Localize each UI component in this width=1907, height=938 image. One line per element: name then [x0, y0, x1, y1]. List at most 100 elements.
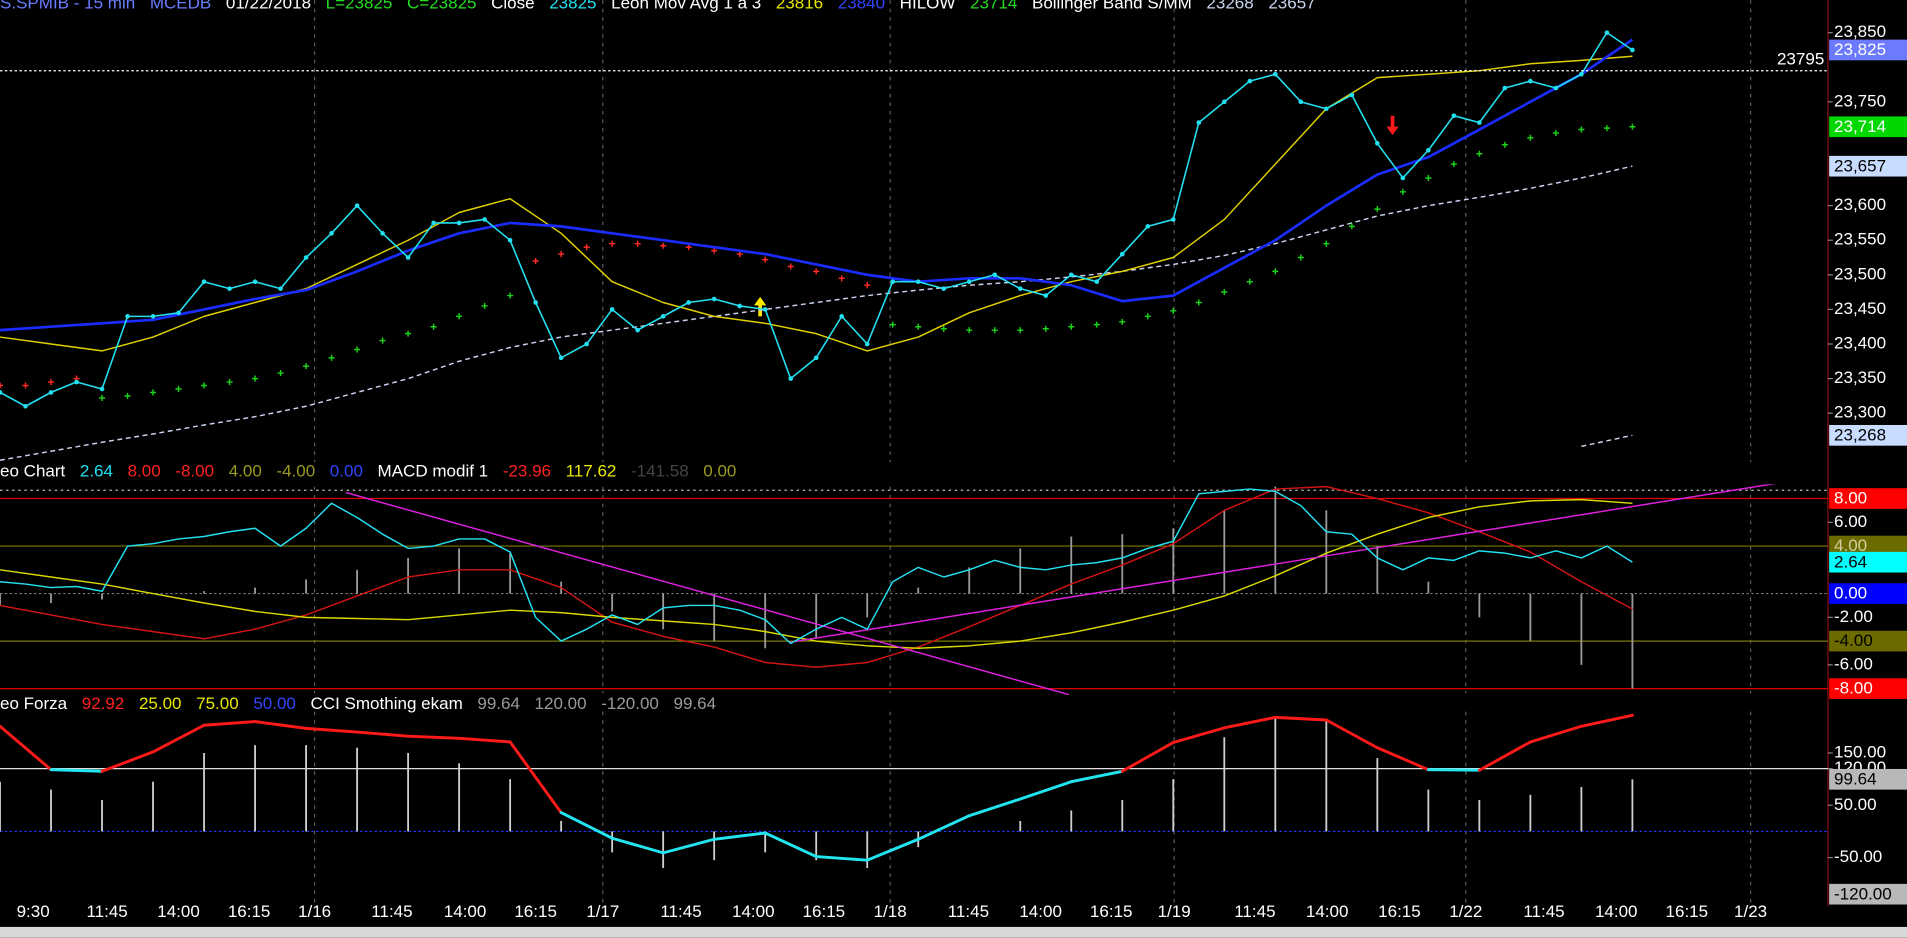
value-badge [1829, 488, 1907, 509]
hilow-marker [328, 354, 335, 361]
cci-segment [304, 726, 359, 734]
hilow-marker [175, 385, 182, 393]
series-line [1581, 434, 1633, 448]
hilow-marker [1629, 123, 1636, 130]
buy-arrow [754, 296, 767, 317]
value-badge-label: 0.00 [1834, 584, 1867, 603]
hilow-marker [149, 389, 157, 396]
legend-text: 4.00 [229, 462, 262, 481]
value-badge [1829, 630, 1907, 652]
cci-segment [355, 730, 410, 738]
close-point [864, 341, 870, 347]
cci-segment [508, 740, 563, 815]
hilow-marker [1323, 240, 1330, 247]
close-point [303, 255, 309, 260]
value-badge [1829, 424, 1907, 446]
close-point [813, 355, 819, 361]
legend-text: Leon Mov Avg 1 a 3 [611, 0, 761, 12]
x-tick-label: 1/19 [1158, 902, 1191, 921]
legend-text: Close [491, 0, 535, 12]
hilow-marker [1093, 321, 1100, 328]
legend-text: -4.00 [276, 462, 315, 481]
panel [0, 484, 1828, 696]
legend-text: C=23825 [407, 0, 477, 12]
close-point [584, 341, 589, 347]
value-badge-label: 23,268 [1834, 425, 1886, 444]
close-point [1604, 30, 1610, 35]
hilow-marker [354, 346, 361, 353]
legend-text: HILOW [900, 0, 956, 12]
x-tick-label: 11:45 [660, 902, 701, 921]
hilow-marker [1017, 327, 1024, 334]
hilow-marker [201, 382, 208, 389]
close-point [1400, 175, 1406, 181]
series-line [0, 498, 1633, 649]
hilow-marker [1374, 206, 1381, 213]
hilow-marker [252, 375, 259, 382]
close-point [533, 300, 538, 305]
hilow-marker [1068, 323, 1075, 330]
legend-text: 23816 [776, 0, 823, 12]
value-badge [1829, 551, 1907, 573]
value-badge-label: 23,825 [1834, 40, 1886, 59]
x-tick-label: 1/17 [586, 902, 619, 921]
hilow-marker [277, 370, 284, 377]
close-point [1426, 147, 1431, 153]
cci-segment [49, 768, 104, 773]
legend-text: 75.00 [196, 694, 239, 713]
value-badge-label: -120.00 [1834, 884, 1892, 903]
close-point [762, 307, 768, 312]
series-line [0, 165, 1633, 461]
cci-segment [1273, 715, 1328, 722]
close-point [558, 355, 564, 361]
series-line [0, 55, 1633, 352]
hilow-marker [1144, 313, 1151, 320]
x-tick-label: 1/22 [1449, 902, 1482, 921]
hilow-marker [1246, 278, 1253, 285]
hilow-marker [558, 251, 565, 258]
x-tick-label: 1/18 [874, 902, 907, 921]
close-point [176, 310, 181, 316]
cci-segment [814, 855, 869, 862]
legend-text: 23840 [838, 0, 885, 12]
hilow-marker [838, 275, 845, 282]
close-point [1298, 99, 1304, 105]
x-tick-label: 16:15 [228, 902, 271, 921]
x-tick-label: 11:45 [1523, 902, 1564, 921]
close-point [1043, 293, 1049, 298]
close-point [227, 286, 232, 291]
close-point [966, 279, 972, 285]
x-tick-label: 11:45 [371, 902, 412, 921]
close-point [482, 217, 487, 222]
close-point [915, 279, 921, 285]
hilow-marker [940, 325, 947, 332]
legend-text: 23825 [549, 0, 596, 12]
close-point [329, 230, 334, 236]
hilow-marker [1042, 325, 1049, 332]
close-point [1477, 120, 1482, 125]
close-point [635, 327, 640, 333]
y-tick-label: 150.00 [1834, 742, 1886, 761]
y-tick-label: -2.00 [1834, 607, 1873, 626]
panel [0, 711, 1828, 907]
close-point [1068, 272, 1074, 278]
legend-text: eo Chart [0, 462, 66, 481]
hilow-marker [1195, 299, 1202, 306]
legend-text: 0.00 [703, 462, 736, 481]
close-point [1196, 120, 1202, 125]
cci-segment [916, 814, 971, 841]
hilow-marker [1501, 141, 1508, 148]
hilow-marker [1170, 307, 1177, 314]
hilow-marker [507, 292, 514, 299]
cci-segment [1018, 780, 1073, 801]
legend-text: 92.92 [82, 694, 125, 713]
cci-segment [967, 797, 1022, 818]
x-tick-label: 16:15 [514, 902, 557, 921]
close-point [1145, 224, 1151, 229]
close-point [1221, 99, 1227, 105]
sell-arrow [1386, 115, 1399, 136]
close-point [992, 272, 998, 278]
hilow-marker [915, 323, 922, 330]
close-point [609, 307, 615, 312]
